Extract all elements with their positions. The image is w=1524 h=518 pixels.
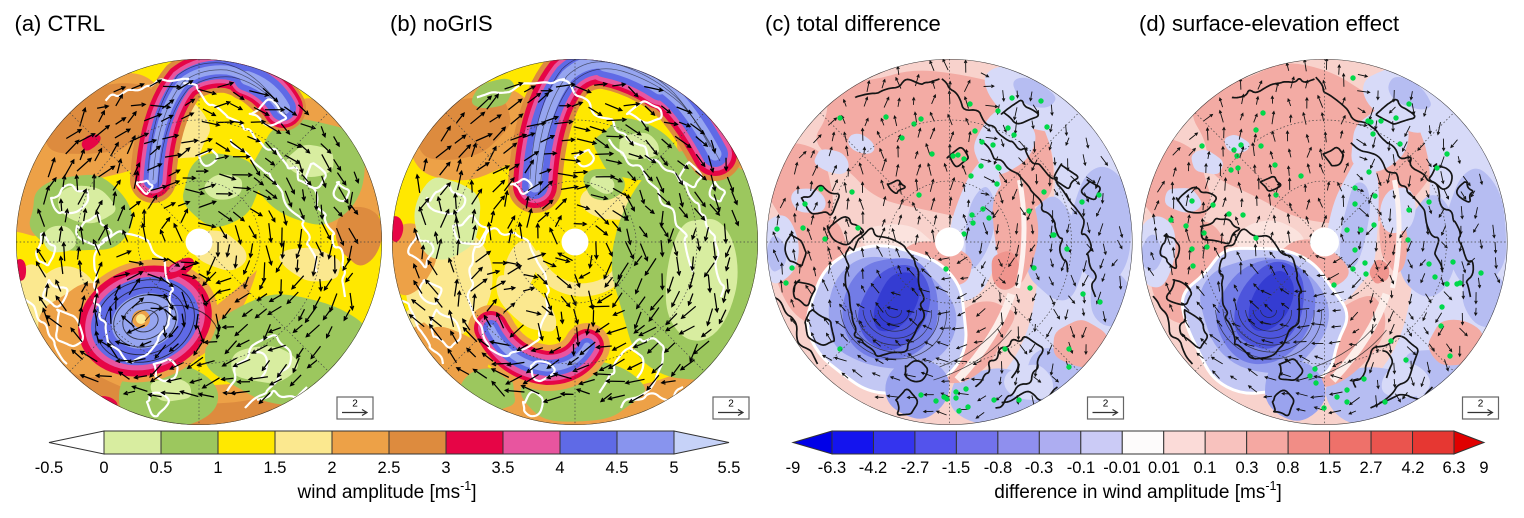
svg-text:2: 2 [352, 399, 358, 410]
svg-text:4.2: 4.2 [1402, 459, 1425, 477]
svg-text:4: 4 [555, 459, 564, 477]
svg-text:4.5: 4.5 [606, 459, 629, 477]
svg-text:2: 2 [728, 399, 734, 410]
svg-text:0.5: 0.5 [150, 459, 173, 477]
svg-text:-1.5: -1.5 [942, 459, 970, 477]
svg-text:-0.8: -0.8 [984, 459, 1012, 477]
svg-text:-0.1: -0.1 [1067, 459, 1095, 477]
svg-text:3: 3 [441, 459, 450, 477]
svg-text:1.5: 1.5 [264, 459, 287, 477]
svg-text:-0.01: -0.01 [1103, 459, 1141, 477]
svg-text:5.5: 5.5 [718, 459, 741, 477]
svg-text:(d) surface-elevation effect: (d) surface-elevation effect [1139, 11, 1399, 36]
svg-text:(b) noGrIS: (b) noGrIS [390, 11, 493, 36]
svg-text:(c) total difference: (c) total difference [765, 11, 941, 36]
svg-text:0: 0 [99, 459, 108, 477]
svg-text:-4.2: -4.2 [859, 459, 887, 477]
svg-text:0.3: 0.3 [1236, 459, 1259, 477]
svg-text:5: 5 [669, 459, 678, 477]
svg-text:6.3: 6.3 [1443, 459, 1466, 477]
svg-text:0.01: 0.01 [1148, 459, 1180, 477]
svg-text:-2.7: -2.7 [901, 459, 929, 477]
svg-text:2.7: 2.7 [1360, 459, 1383, 477]
svg-text:-9: -9 [786, 459, 801, 477]
svg-text:1: 1 [213, 459, 222, 477]
svg-text:-0.3: -0.3 [1025, 459, 1053, 477]
svg-text:9: 9 [1479, 459, 1488, 477]
svg-text:1.5: 1.5 [1319, 459, 1342, 477]
svg-text:0.8: 0.8 [1277, 459, 1300, 477]
svg-text:2: 2 [1103, 399, 1109, 410]
svg-text:-0.5: -0.5 [35, 459, 63, 477]
svg-text:0.1: 0.1 [1194, 459, 1217, 477]
svg-text:difference in wind amplitude [: difference in wind amplitude [ms-1] [994, 479, 1281, 503]
svg-text:2: 2 [1478, 399, 1484, 410]
svg-text:-6.3: -6.3 [818, 459, 846, 477]
svg-text:2: 2 [327, 459, 336, 477]
svg-text:wind amplitude [ms-1]: wind amplitude [ms-1] [296, 479, 476, 503]
svg-text:2.5: 2.5 [378, 459, 401, 477]
svg-text:(a) CTRL: (a) CTRL [15, 11, 105, 36]
svg-text:3.5: 3.5 [492, 459, 515, 477]
